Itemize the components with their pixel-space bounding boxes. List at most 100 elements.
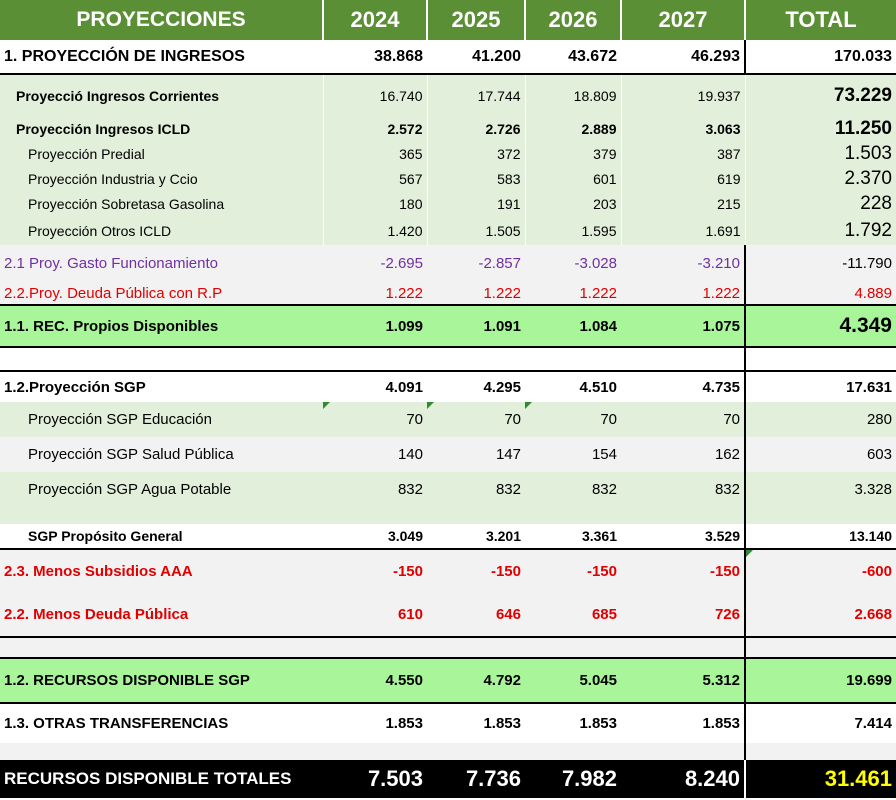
row-ingresos-icld: Proyección Ingresos ICLD 2.572 2.726 2.8… xyxy=(0,116,896,141)
cell-2024: 2.572 xyxy=(322,116,427,141)
cell-2027: 1.853 xyxy=(621,703,745,743)
row-menos-deuda: 2.2. Menos Deuda Pública 610 646 685 726… xyxy=(0,592,896,638)
cell-2026: -150 xyxy=(525,549,621,592)
cell-2025: 832 xyxy=(427,472,525,507)
cell-2024: 610 xyxy=(323,592,427,638)
cell-2025: 4.295 xyxy=(427,370,525,402)
cell-2025: 1.222 xyxy=(427,282,525,305)
cell-2027: 832 xyxy=(621,472,745,507)
row-menos-subsidios: 2.3. Menos Subsidios AAA -150 -150 -150 … xyxy=(0,549,896,592)
cell-total: 73.229 xyxy=(744,74,896,116)
cell-2025: 17.744 xyxy=(426,74,525,116)
row-label: 1. PROYECCIÓN DE INGRESOS xyxy=(0,40,323,75)
cell-2026: 5.045 xyxy=(525,657,621,704)
row-sgp-proposito-general: SGP Propósito General 3.049 3.201 3.361 … xyxy=(0,524,896,550)
cell-2025: 147 xyxy=(427,437,525,472)
cell-2027: 387 xyxy=(620,141,745,166)
row-label: 1.2.Proyección SGP xyxy=(0,370,323,402)
row-sgp-educacion: Proyección SGP Educación 70 70 70 70 280 xyxy=(0,402,896,437)
row-label: Proyección Industria y Ccio xyxy=(0,166,323,191)
cell-2024: 16.740 xyxy=(322,74,427,116)
cell-total: 1.792 xyxy=(744,216,896,245)
cell-total: -11.790 xyxy=(744,245,896,282)
header-2026: 2026 xyxy=(525,0,622,40)
header-2027: 2027 xyxy=(621,0,746,40)
cell-total: 13.140 xyxy=(744,524,896,550)
cell-2026: 43.672 xyxy=(525,40,621,75)
cell-2024: 4.091 xyxy=(323,370,427,402)
cell-2027: 3.529 xyxy=(621,524,745,550)
row-otras-transferencias: 1.3. OTRAS TRANSFERENCIAS 1.853 1.853 1.… xyxy=(0,703,896,743)
cell-total: 1.503 xyxy=(744,141,896,166)
cell-2024: 38.868 xyxy=(323,40,427,75)
cell-2027: 3.063 xyxy=(620,116,745,141)
header-projections: PROYECCIONES xyxy=(0,0,324,40)
cell-2024: 180 xyxy=(322,191,427,216)
row-label: Proyección SGP Educación xyxy=(0,402,323,437)
cell-2026: 1.084 xyxy=(525,304,621,348)
cell-2025: 4.792 xyxy=(427,657,525,704)
header-total: TOTAL xyxy=(744,0,896,40)
cell-2026: 7.982 xyxy=(525,760,621,798)
row-predial: Proyección Predial 365 372 379 387 1.503 xyxy=(0,141,896,166)
cell-2025: 1.505 xyxy=(426,216,525,245)
row-label: 2.3. Menos Subsidios AAA xyxy=(0,549,323,592)
cell-2027: 19.937 xyxy=(620,74,745,116)
cell-2026: 154 xyxy=(525,437,621,472)
row-sgp-salud: Proyección SGP Salud Pública 140 147 154… xyxy=(0,437,896,472)
cell-2027: 1.222 xyxy=(621,282,745,305)
cell-total: 170.033 xyxy=(744,40,896,75)
cell-2027: 1.691 xyxy=(620,216,745,245)
spacer-row xyxy=(0,637,896,658)
row-recursos-totales: RECURSOS DISPONIBLE TOTALES 7.503 7.736 … xyxy=(0,760,896,798)
row-proyeccion-sgp: 1.2.Proyección SGP 4.091 4.295 4.510 4.7… xyxy=(0,370,896,402)
cell-2025: 191 xyxy=(426,191,525,216)
header-2024: 2024 xyxy=(323,0,428,40)
row-label: Proyección SGP Salud Pública xyxy=(0,437,323,472)
cell-total: 31.461 xyxy=(744,760,896,798)
row-label: 1.3. OTRAS TRANSFERENCIAS xyxy=(0,703,323,743)
cell-2025: 646 xyxy=(427,592,525,638)
cell-2026: 2.889 xyxy=(524,116,621,141)
cell-2024: 70 xyxy=(323,402,427,437)
row-label: Proyección Predial xyxy=(0,141,323,166)
row-label: Proyecció Ingresos Corrientes xyxy=(0,74,323,116)
cell-2026: 1.595 xyxy=(524,216,621,245)
cell-2024: 140 xyxy=(323,437,427,472)
cell-2024: -150 xyxy=(323,549,427,592)
row-label: SGP Propósito General xyxy=(0,524,323,550)
row-recursos-sgp: 1.2. RECURSOS DISPONIBLE SGP 4.550 4.792… xyxy=(0,657,896,704)
cell-2024: 7.503 xyxy=(323,760,427,798)
cell-2026: -3.028 xyxy=(525,245,621,282)
cell-2027: 726 xyxy=(621,592,745,638)
row-proyeccion-ingresos: 1. PROYECCIÓN DE INGRESOS 38.868 41.200 … xyxy=(0,40,896,75)
row-label: 2.1 Proy. Gasto Funcionamiento xyxy=(0,245,323,282)
row-sobretasa-gasolina: Proyección Sobretasa Gasolina 180 191 20… xyxy=(0,191,896,216)
row-label: 1.1. REC. Propios Disponibles xyxy=(0,304,323,348)
cell-total: 228 xyxy=(744,191,896,216)
cell-2025: -2.857 xyxy=(427,245,525,282)
cell-total: 19.699 xyxy=(744,657,896,704)
cell-2027: -150 xyxy=(621,549,745,592)
cell-2025: 41.200 xyxy=(427,40,525,75)
cell-total: -600 xyxy=(744,549,896,592)
cell-2026: 18.809 xyxy=(524,74,621,116)
row-gasto-funcionamiento: 2.1 Proy. Gasto Funcionamiento -2.695 -2… xyxy=(0,245,896,282)
row-sgp-agua: Proyección SGP Agua Potable 832 832 832 … xyxy=(0,472,896,507)
cell-total: 2.668 xyxy=(744,592,896,638)
cell-2026: 685 xyxy=(525,592,621,638)
cell-2027: 8.240 xyxy=(621,760,745,798)
cell-total: 17.631 xyxy=(744,370,896,402)
cell-total: 3.328 xyxy=(744,472,896,507)
header-row: PROYECCIONES 2024 2025 2026 2027 TOTAL xyxy=(0,0,896,40)
cell-2025: 372 xyxy=(426,141,525,166)
cell-total: 280 xyxy=(744,402,896,437)
row-rec-propios: 1.1. REC. Propios Disponibles 1.099 1.09… xyxy=(0,304,896,348)
cell-2025: 3.201 xyxy=(427,524,525,550)
cell-2024: 365 xyxy=(322,141,427,166)
cell-2026: 4.510 xyxy=(525,370,621,402)
row-label: RECURSOS DISPONIBLE TOTALES xyxy=(0,760,323,798)
row-ingresos-corrientes: Proyecció Ingresos Corrientes 16.740 17.… xyxy=(0,74,896,116)
row-label: Proyección Ingresos ICLD xyxy=(0,116,323,141)
row-otros-icld: Proyección Otros ICLD 1.420 1.505 1.595 … xyxy=(0,216,896,245)
